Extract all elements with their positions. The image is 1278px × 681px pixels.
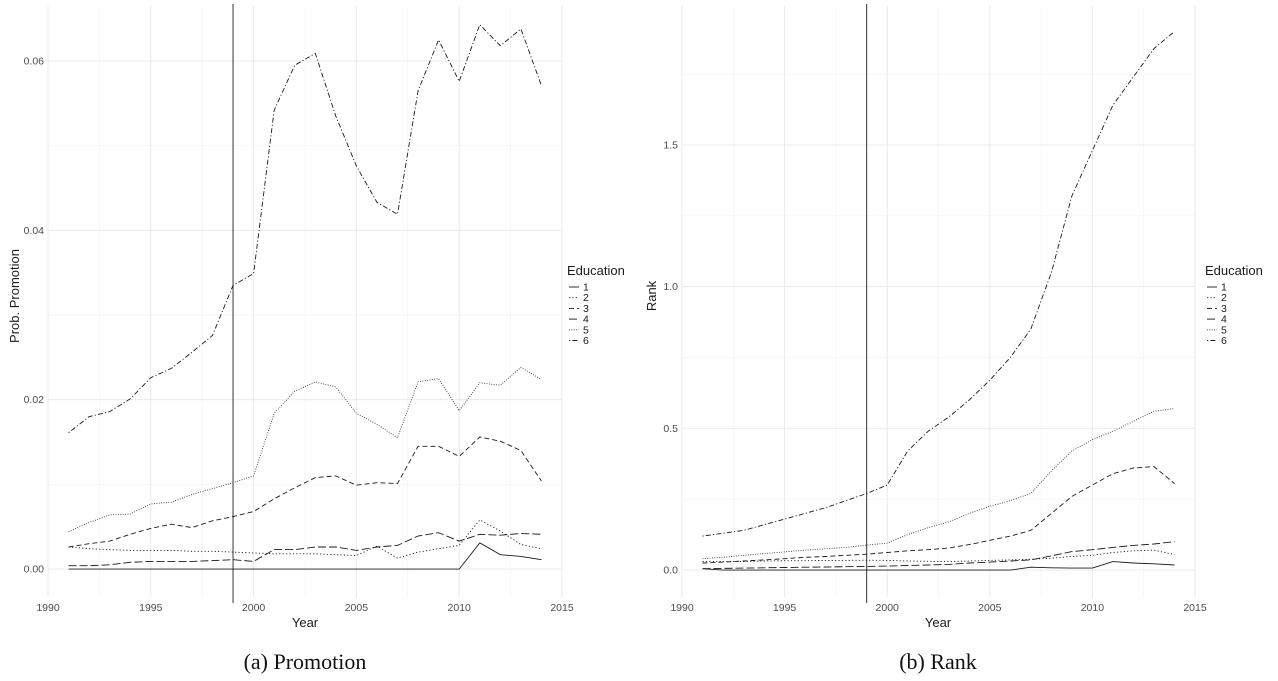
rank-series-6-line bbox=[702, 31, 1175, 537]
rank-y-tick-label: 0.0 bbox=[663, 565, 678, 577]
promotion-legend-label-2: 2 bbox=[583, 292, 589, 304]
rank-legend-label-5: 5 bbox=[1221, 324, 1227, 336]
rank-x-tick-label: 2010 bbox=[1081, 602, 1105, 614]
rank-series-lines bbox=[702, 31, 1175, 571]
promotion-x-tick-label: 2005 bbox=[345, 602, 369, 614]
rank-caption: (b) Rank bbox=[899, 649, 977, 674]
promotion-series-6-line bbox=[68, 23, 542, 434]
promotion-series-3-line bbox=[68, 436, 542, 548]
promotion-legend-label-5: 5 bbox=[583, 324, 589, 336]
promotion-legend-label-3: 3 bbox=[583, 303, 589, 315]
rank-x-tick-label: 1995 bbox=[773, 602, 797, 614]
promotion-panel: 1990 1995 2000 2005 2010 2015 0.000.020.040.0… bbox=[7, 4, 625, 674]
promotion-legend-label-1: 1 bbox=[583, 282, 589, 294]
promotion-caption: (a) Promotion bbox=[244, 649, 367, 674]
promotion-series-lines bbox=[68, 23, 542, 570]
rank-legend-label-1: 1 bbox=[1221, 282, 1227, 294]
promotion-series-5-line bbox=[68, 366, 542, 533]
rank-y-axis-title: Rank bbox=[644, 280, 659, 311]
rank-x-tick-label: 2005 bbox=[978, 602, 1002, 614]
promotion-y-tick-label: 0.04 bbox=[24, 225, 45, 237]
rank-gridlines bbox=[681, 6, 1196, 597]
rank-y-tick-label: 1.5 bbox=[663, 139, 678, 151]
promotion-y-tick-label: 0.06 bbox=[24, 56, 45, 68]
promotion-x-tick-label: 1995 bbox=[139, 602, 163, 614]
rank-series-4-line bbox=[702, 541, 1175, 570]
promotion-x-axis-title: Year bbox=[292, 615, 319, 630]
rank-series-1-line bbox=[702, 561, 1175, 571]
rank-y-tick-label: 0.5 bbox=[663, 423, 678, 435]
promotion-y-axis-title: Prob. Promotion bbox=[7, 249, 22, 343]
rank-x-axis-title: Year bbox=[925, 615, 952, 630]
promotion-x-tick-label: 2010 bbox=[448, 602, 472, 614]
promotion-legend-label-4: 4 bbox=[583, 314, 589, 326]
promotion-y-tick-label: 0.02 bbox=[24, 394, 45, 406]
rank-series-3-line bbox=[702, 466, 1175, 564]
promotion-x-tick-labels: 1990 1995 2000 2005 2010 2015 bbox=[36, 602, 574, 614]
promotion-legend-title: Education bbox=[567, 263, 625, 278]
promotion-series-2-line bbox=[68, 519, 542, 559]
promotion-y-tick-labels: 0.00 0.02 0.04 0.06 bbox=[24, 56, 45, 576]
promotion-series-4-line bbox=[68, 532, 542, 567]
promotion-x-tick-label: 2000 bbox=[242, 602, 266, 614]
rank-legend-label-2: 2 bbox=[1221, 292, 1227, 304]
promotion-legend-label-6: 6 bbox=[583, 335, 589, 347]
rank-legend-label-6: 6 bbox=[1221, 335, 1227, 347]
rank-legend-label-4: 4 bbox=[1221, 314, 1227, 326]
rank-series-2-line bbox=[702, 549, 1175, 563]
rank-legend-title: Education bbox=[1205, 263, 1263, 278]
promotion-y-tick-label: 0.00 bbox=[24, 564, 45, 576]
rank-x-tick-label: 1990 bbox=[670, 602, 694, 614]
rank-x-tick-label: 2000 bbox=[876, 602, 900, 614]
rank-x-tick-labels: 1990 1995 2000 2005 2010 2015 bbox=[670, 602, 1207, 614]
promotion-series-1-line bbox=[68, 542, 542, 570]
promotion-x-tick-label: 2015 bbox=[550, 602, 574, 614]
rank-x-tick-label: 2015 bbox=[1183, 602, 1207, 614]
rank-y-tick-label: 1.0 bbox=[663, 281, 678, 293]
promotion-gridlines bbox=[47, 6, 563, 597]
rank-panel: 1990 1995 2000 2005 2010 2015 0.0 0.5 1.0 1.5 Ye… bbox=[644, 4, 1263, 674]
promotion-x-tick-label: 1990 bbox=[36, 602, 60, 614]
rank-y-tick-labels: 0.0 0.5 1.0 1.5 bbox=[663, 139, 678, 576]
rank-legend-label-3: 3 bbox=[1221, 303, 1227, 315]
